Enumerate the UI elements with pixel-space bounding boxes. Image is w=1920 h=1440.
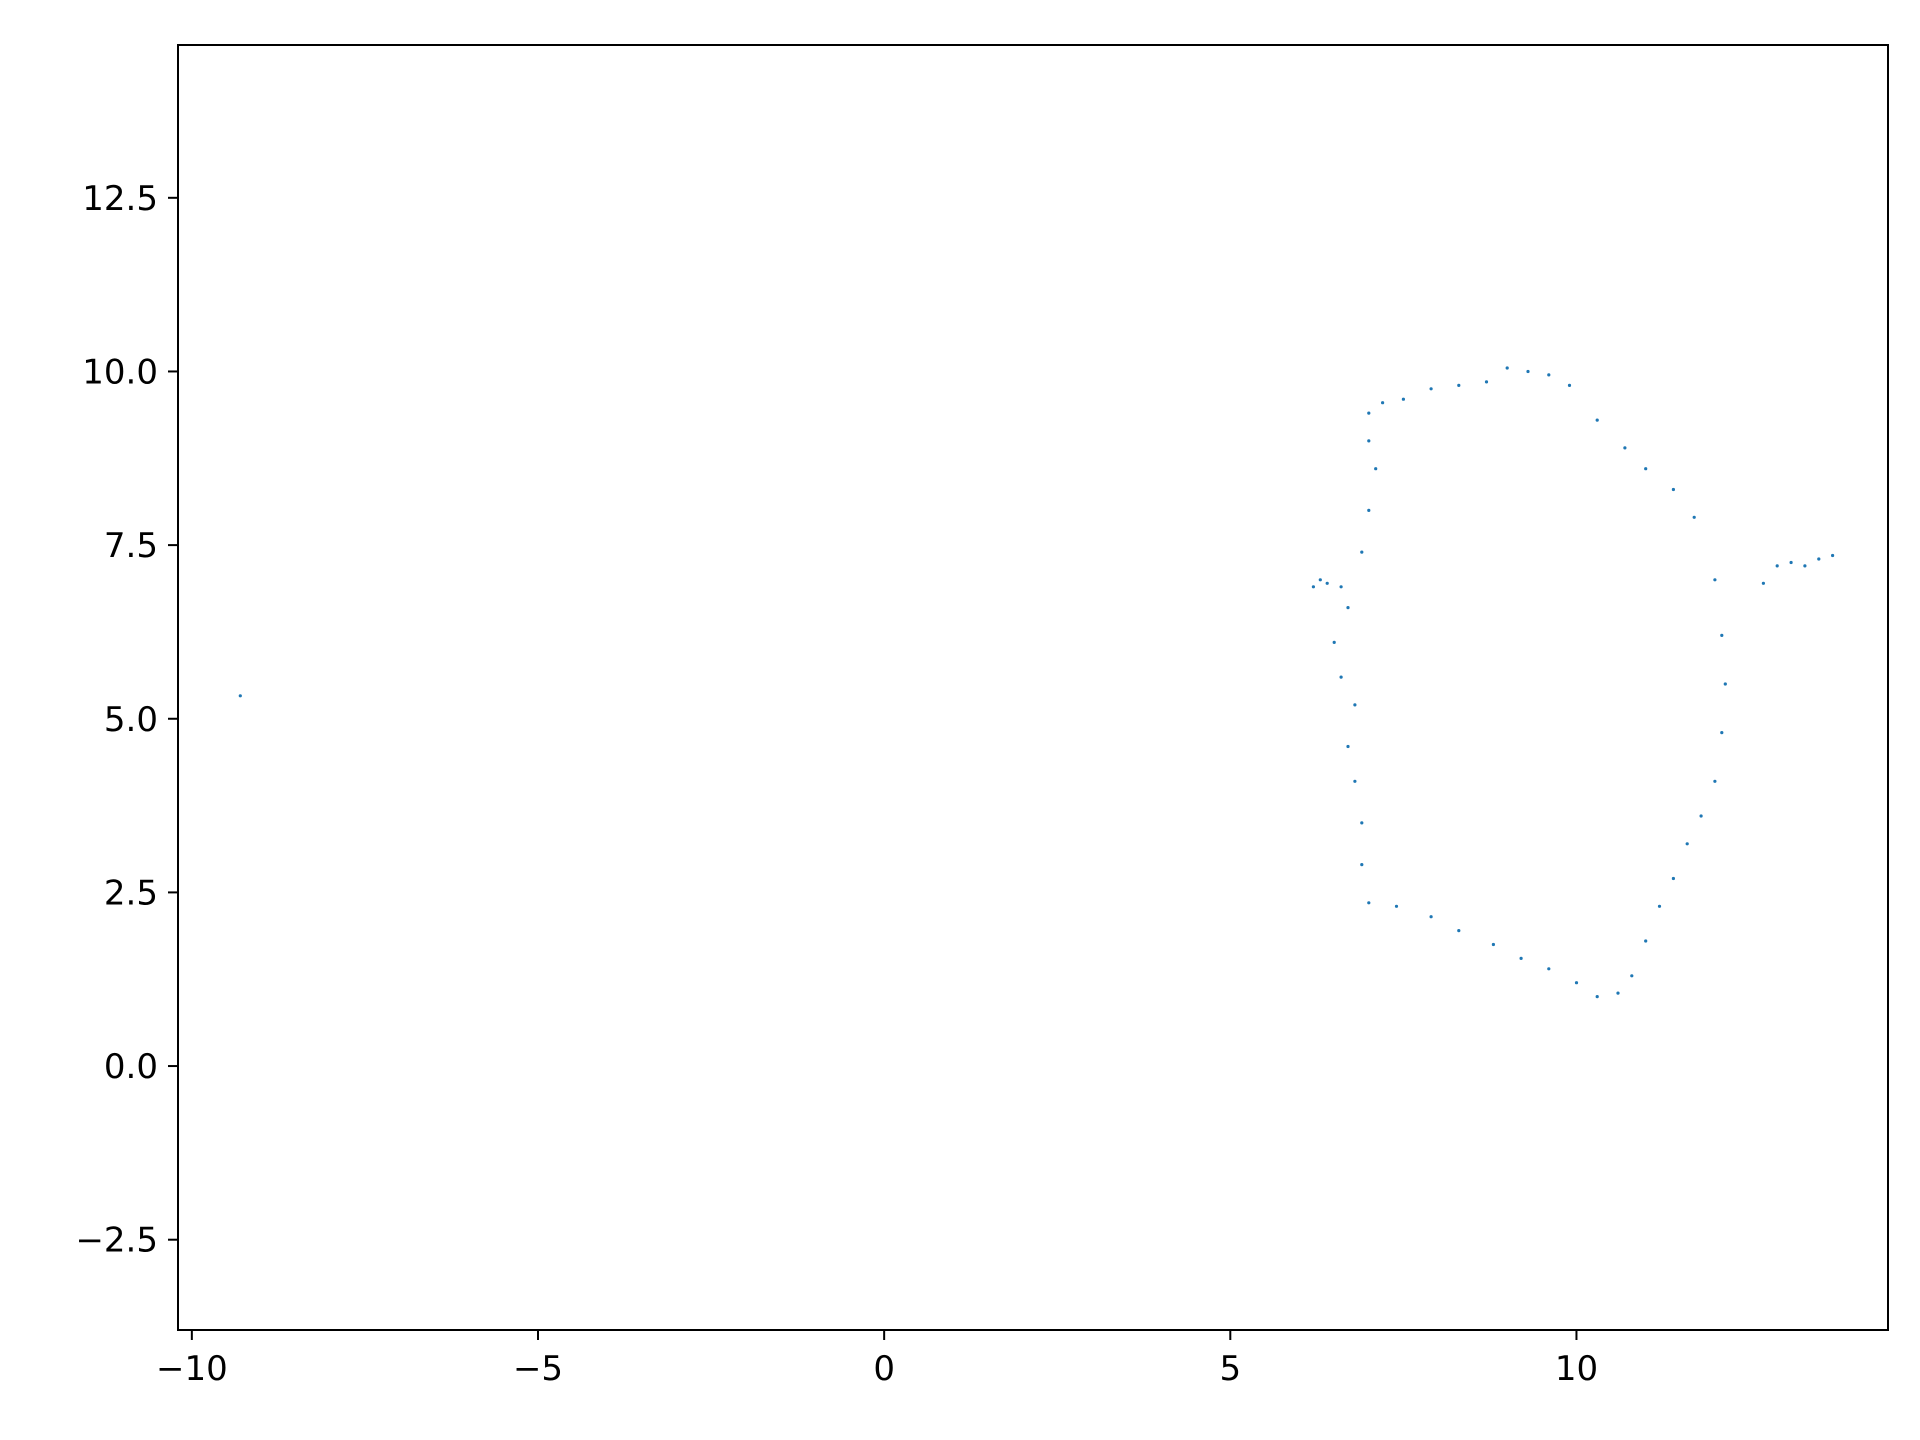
scatter-point [1318, 578, 1322, 582]
scatter-point [1360, 821, 1364, 825]
scatter-point [1374, 467, 1378, 471]
scatter-point [1360, 550, 1364, 554]
scatter-point [1775, 564, 1779, 568]
y-tick-label: 10.0 [82, 352, 158, 392]
scatter-point [1346, 606, 1350, 610]
x-tick-label: −5 [513, 1349, 563, 1389]
scatter-point [1311, 585, 1315, 589]
scatter-point [1671, 876, 1675, 881]
scatter-point [1595, 418, 1599, 422]
scatter-point [1353, 779, 1357, 783]
x-tick-label: 10 [1555, 1349, 1598, 1389]
scatter-point [1519, 956, 1523, 961]
scatter-point [1547, 373, 1551, 377]
scatter-point [1367, 411, 1371, 415]
scatter-point [1713, 779, 1717, 783]
scatter-point [1339, 585, 1343, 589]
scatter-point [1491, 942, 1495, 947]
scatter-point [1401, 397, 1405, 401]
scatter-point [1644, 467, 1648, 471]
scatter-point [1685, 842, 1689, 846]
y-tick-label: 5.0 [104, 700, 158, 740]
x-tick-label: −10 [156, 1349, 228, 1389]
scatter-point [1713, 578, 1717, 582]
scatter-point [1505, 366, 1509, 370]
scatter-point [1381, 401, 1385, 405]
x-tick-label: 0 [873, 1349, 895, 1389]
scatter-point [1332, 640, 1336, 645]
y-tick-label: 0.0 [104, 1047, 158, 1087]
y-tick-label: 12.5 [82, 179, 158, 219]
scatter-point [1657, 904, 1662, 908]
scatter-point [1831, 553, 1835, 558]
scatter-point [238, 694, 242, 698]
scatter-point [1616, 991, 1620, 995]
scatter-point [1346, 744, 1350, 749]
scatter-point [1457, 929, 1461, 933]
x-axis: −10 −5 0 5 10 [156, 1330, 1598, 1389]
scatter-point [1394, 904, 1399, 908]
scatter-point [1630, 974, 1634, 978]
y-axis: −2.5 0.0 2.5 5.0 7.5 10.0 12.5 [75, 179, 178, 1261]
scatter-point [1803, 564, 1807, 568]
scatter-point [1360, 863, 1364, 867]
y-tick-label: −2.5 [75, 1221, 158, 1261]
scatter-point [1671, 487, 1675, 492]
scatter-point [1817, 557, 1821, 561]
scatter-point [1547, 967, 1551, 971]
points-layer [238, 366, 1835, 999]
scatter-point [1623, 446, 1627, 450]
scatter-point [1429, 387, 1433, 391]
scatter-point [1339, 675, 1343, 679]
scatter-point [1789, 560, 1793, 565]
scatter-point [1699, 814, 1703, 818]
scatter-point [1457, 383, 1461, 387]
scatter-point [1353, 703, 1357, 707]
scatter-point [1761, 581, 1765, 585]
scatter-point [1367, 508, 1371, 512]
scatter-point [1367, 439, 1371, 443]
scatter-point [1367, 901, 1371, 905]
scatter-point [1720, 633, 1724, 638]
scatter-point [1720, 731, 1724, 735]
scatter-point [1325, 581, 1329, 585]
x-tick-label: 5 [1219, 1349, 1241, 1389]
scatter-point [1526, 369, 1530, 374]
scatter-point [1484, 380, 1489, 384]
scatter-point [1723, 682, 1727, 686]
scatter-point [1692, 515, 1696, 519]
scatter-point [1567, 383, 1572, 387]
y-tick-label: 2.5 [104, 873, 158, 913]
scatter-point [1429, 915, 1433, 919]
plot-frame [177, 44, 1889, 1331]
scatter-point [1595, 995, 1599, 999]
scatter-point [1574, 981, 1579, 985]
scatter-point [1644, 939, 1648, 943]
y-tick-label: 7.5 [104, 526, 158, 566]
